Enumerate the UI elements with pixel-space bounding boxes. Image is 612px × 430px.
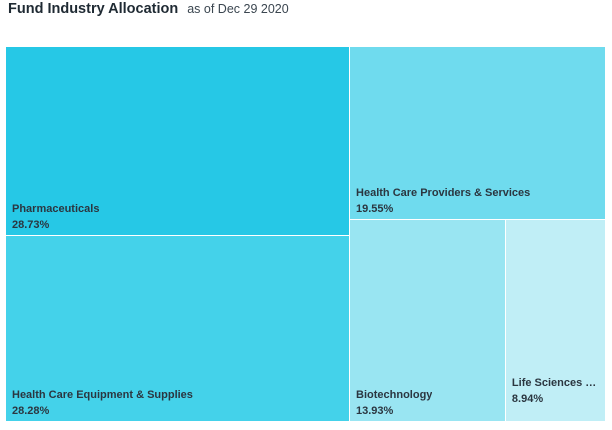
tile-category-name: Biotechnology xyxy=(356,388,433,401)
chart-title: Fund Industry Allocation xyxy=(8,1,179,17)
treemap-tile-health-care-equipment-supplies: Health Care Equipment & Supplies 28.28% xyxy=(6,235,351,422)
tile-percentage: 28.28% xyxy=(12,404,50,417)
treemap-tile-biotechnology: Biotechnology 13.93% xyxy=(350,219,506,422)
tile-label: Life Sciences Tool... 8.94% xyxy=(512,375,602,407)
industry-treemap: Pharmaceuticals 28.73% Health Care Equipme… xyxy=(6,47,606,422)
tile-category-name: Life Sciences Tool... xyxy=(511,376,602,389)
treemap-tile-life-sciences-tools-services: Life Sciences Tool... 8.94% xyxy=(505,219,606,422)
tile-category-name: Health Care Providers & Services xyxy=(356,186,531,199)
tile-label: Health Care Providers & Services 19.55% xyxy=(356,185,530,217)
tile-percentage: 19.55% xyxy=(356,202,394,215)
tile-percentage: 13.93% xyxy=(356,404,394,417)
tile-label: Biotechnology 13.93% xyxy=(356,387,432,419)
chart-header: Fund Industry Allocation as of Dec 29 20… xyxy=(8,1,289,21)
tile-label: Health Care Equipment & Supplies 28.28% xyxy=(12,387,193,419)
tile-percentage: 8.94% xyxy=(511,392,544,405)
tile-label: Pharmaceuticals 28.73% xyxy=(12,201,99,233)
treemap-tile-pharmaceuticals: Pharmaceuticals 28.73% xyxy=(6,47,351,236)
tile-category-name: Health Care Equipment & Supplies xyxy=(12,388,193,401)
tile-percentage: 28.73% xyxy=(12,218,50,231)
as-of-date: as of Dec 29 2020 xyxy=(187,2,289,16)
tile-category-name: Pharmaceuticals xyxy=(12,202,100,215)
treemap-tile-health-care-providers-services: Health Care Providers & Services 19.55% xyxy=(350,47,606,220)
